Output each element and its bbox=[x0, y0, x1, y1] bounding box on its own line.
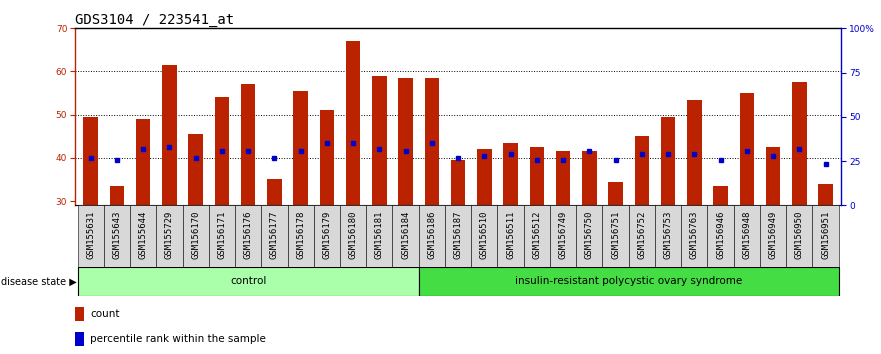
Bar bbox=[130, 205, 156, 267]
Text: disease state ▶: disease state ▶ bbox=[1, 276, 77, 286]
Bar bbox=[418, 205, 445, 267]
Text: GSM156753: GSM156753 bbox=[663, 210, 672, 259]
Bar bbox=[661, 117, 676, 205]
Text: GSM156510: GSM156510 bbox=[480, 210, 489, 259]
Bar bbox=[156, 205, 182, 267]
Text: GSM155729: GSM155729 bbox=[165, 210, 174, 259]
Text: GDS3104 / 223541_at: GDS3104 / 223541_at bbox=[75, 13, 234, 27]
Bar bbox=[681, 205, 707, 267]
Bar bbox=[393, 205, 418, 267]
Bar bbox=[503, 143, 518, 205]
Text: GSM156512: GSM156512 bbox=[532, 210, 541, 259]
Bar bbox=[340, 205, 366, 267]
Bar bbox=[655, 205, 681, 267]
Bar bbox=[629, 205, 655, 267]
Text: GSM156946: GSM156946 bbox=[716, 210, 725, 259]
Bar bbox=[714, 186, 728, 205]
Bar bbox=[366, 205, 393, 267]
Text: GSM156187: GSM156187 bbox=[454, 210, 463, 259]
Bar bbox=[687, 99, 701, 205]
Bar bbox=[75, 332, 85, 346]
Bar bbox=[320, 110, 334, 205]
Bar bbox=[634, 136, 649, 205]
Bar bbox=[215, 97, 229, 205]
Bar bbox=[740, 93, 754, 205]
Text: GSM156179: GSM156179 bbox=[322, 210, 331, 259]
Text: GSM156184: GSM156184 bbox=[401, 210, 411, 259]
Bar bbox=[792, 82, 807, 205]
Text: GSM155644: GSM155644 bbox=[138, 210, 148, 259]
Text: GSM156180: GSM156180 bbox=[349, 210, 358, 259]
Bar bbox=[418, 267, 839, 296]
Bar bbox=[760, 205, 786, 267]
Text: GSM156171: GSM156171 bbox=[218, 210, 226, 259]
Bar bbox=[84, 117, 98, 205]
Bar bbox=[182, 205, 209, 267]
Text: GSM156751: GSM156751 bbox=[611, 210, 620, 259]
Bar bbox=[603, 205, 629, 267]
Text: GSM156763: GSM156763 bbox=[690, 210, 699, 259]
Bar bbox=[818, 184, 833, 205]
Bar bbox=[78, 267, 418, 296]
Text: GSM156186: GSM156186 bbox=[427, 210, 436, 259]
Bar bbox=[478, 149, 492, 205]
Bar bbox=[235, 205, 262, 267]
Bar bbox=[314, 205, 340, 267]
Bar bbox=[262, 205, 287, 267]
Text: GSM156177: GSM156177 bbox=[270, 210, 279, 259]
Bar bbox=[109, 186, 124, 205]
Bar bbox=[576, 205, 603, 267]
Bar bbox=[812, 205, 839, 267]
Bar bbox=[287, 205, 314, 267]
Text: percentile rank within the sample: percentile rank within the sample bbox=[90, 333, 266, 344]
Text: GSM156752: GSM156752 bbox=[637, 210, 647, 259]
Text: GSM156949: GSM156949 bbox=[768, 210, 778, 259]
Bar bbox=[498, 205, 523, 267]
Text: GSM156178: GSM156178 bbox=[296, 210, 305, 259]
Text: GSM155631: GSM155631 bbox=[86, 210, 95, 259]
Bar bbox=[104, 205, 130, 267]
Bar bbox=[78, 205, 104, 267]
Bar bbox=[372, 76, 387, 205]
Text: GSM156511: GSM156511 bbox=[506, 210, 515, 259]
Text: GSM156749: GSM156749 bbox=[559, 210, 567, 259]
Text: GSM156181: GSM156181 bbox=[375, 210, 384, 259]
Bar bbox=[75, 307, 85, 321]
Text: control: control bbox=[230, 276, 266, 286]
Bar bbox=[786, 205, 812, 267]
Bar bbox=[609, 182, 623, 205]
Bar bbox=[241, 85, 255, 205]
Text: GSM156176: GSM156176 bbox=[244, 210, 253, 259]
Bar bbox=[293, 91, 307, 205]
Text: count: count bbox=[90, 309, 120, 319]
Bar bbox=[425, 78, 439, 205]
Bar bbox=[451, 160, 465, 205]
Bar bbox=[209, 205, 235, 267]
Text: GSM155643: GSM155643 bbox=[113, 210, 122, 259]
Bar bbox=[550, 205, 576, 267]
Bar bbox=[556, 152, 570, 205]
Bar bbox=[189, 134, 203, 205]
Text: GSM156950: GSM156950 bbox=[795, 210, 803, 259]
Bar bbox=[734, 205, 760, 267]
Bar bbox=[136, 119, 151, 205]
Text: GSM156948: GSM156948 bbox=[743, 210, 751, 259]
Bar bbox=[471, 205, 498, 267]
Text: GSM156750: GSM156750 bbox=[585, 210, 594, 259]
Bar bbox=[707, 205, 734, 267]
Bar bbox=[529, 147, 544, 205]
Text: GSM156170: GSM156170 bbox=[191, 210, 200, 259]
Bar bbox=[398, 78, 413, 205]
Bar bbox=[267, 179, 282, 205]
Text: insulin-resistant polycystic ovary syndrome: insulin-resistant polycystic ovary syndr… bbox=[515, 276, 743, 286]
Bar bbox=[582, 152, 596, 205]
Bar bbox=[162, 65, 176, 205]
Text: GSM156951: GSM156951 bbox=[821, 210, 830, 259]
Bar bbox=[445, 205, 471, 267]
Bar bbox=[346, 41, 360, 205]
Bar bbox=[766, 147, 781, 205]
Bar bbox=[523, 205, 550, 267]
